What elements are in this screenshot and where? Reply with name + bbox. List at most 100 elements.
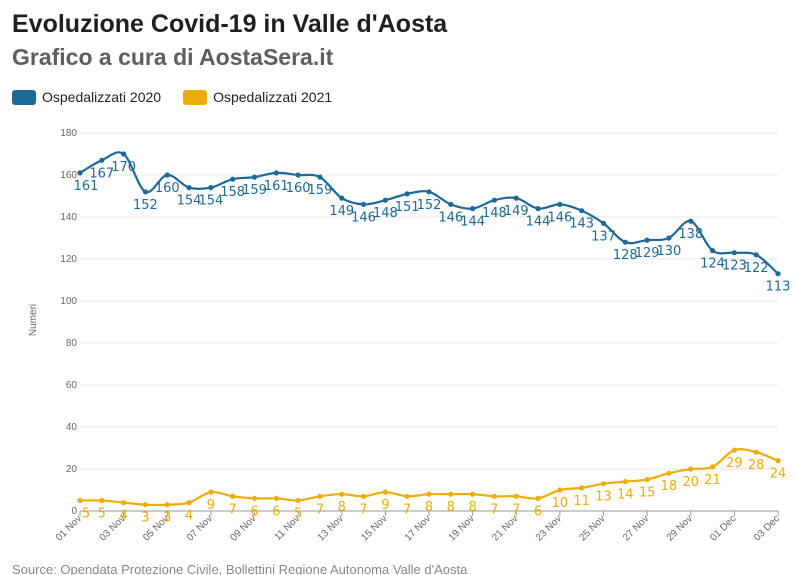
data-point (622, 239, 628, 245)
x-tick-label: 13 Nov (316, 513, 346, 543)
data-label: 28 (748, 458, 765, 473)
x-tick-label: 21 Nov (490, 513, 520, 543)
data-point (317, 493, 323, 499)
x-tick-label: 27 Nov (621, 513, 651, 543)
data-point (295, 172, 301, 178)
data-label: 160 (155, 181, 180, 196)
y-axis-label: Numeri (28, 304, 39, 336)
x-tick-label: 01 Nov (54, 513, 84, 543)
data-label: 130 (657, 244, 682, 259)
data-label: 21 (704, 473, 721, 488)
data-point (142, 502, 149, 508)
data-point (121, 151, 127, 157)
data-point (535, 206, 541, 212)
data-point (317, 174, 323, 180)
legend-label-2020: Ospedalizzati 2020 (42, 89, 162, 105)
data-label: 3 (141, 511, 149, 526)
data-label: 170 (111, 160, 136, 175)
data-label: 15 (639, 486, 656, 501)
data-point (273, 495, 279, 501)
data-label: 154 (177, 194, 202, 209)
data-point (230, 176, 236, 182)
x-tick-label: 17 Nov (403, 513, 433, 543)
data-label: 5 (294, 507, 302, 522)
data-label: 9 (381, 498, 389, 513)
y-tick-label: 160 (60, 170, 77, 181)
data-label: 159 (308, 183, 333, 198)
x-tick-label: 29 Nov (665, 513, 695, 543)
y-tick-label: 60 (66, 380, 78, 391)
data-label: 161 (74, 179, 99, 194)
data-label: 18 (661, 479, 678, 494)
data-label: 148 (373, 206, 398, 221)
data-label: 144 (526, 215, 551, 230)
data-point (186, 185, 192, 191)
data-label: 7 (316, 502, 324, 517)
data-label: 8 (338, 500, 346, 515)
data-point (513, 493, 519, 499)
data-point (426, 491, 432, 497)
data-label: 129 (635, 246, 660, 261)
y-tick-label: 20 (66, 464, 78, 475)
data-label: 146 (351, 210, 376, 225)
data-label: 7 (229, 502, 237, 517)
data-point (339, 195, 345, 201)
data-point (753, 449, 759, 455)
data-label: 146 (547, 210, 572, 225)
data-label: 149 (504, 204, 529, 219)
data-label: 137 (591, 229, 616, 244)
data-point (557, 201, 563, 207)
data-label: 8 (468, 500, 476, 515)
data-label: 7 (403, 502, 411, 517)
data-point (491, 197, 498, 203)
y-tick-label: 100 (60, 296, 77, 307)
data-point (535, 495, 541, 501)
data-point (579, 208, 585, 214)
data-label: 20 (682, 475, 699, 490)
y-tick-label: 180 (60, 128, 77, 139)
data-point (251, 174, 258, 180)
data-point (688, 218, 694, 224)
data-label: 122 (744, 261, 769, 276)
data-label: 160 (286, 181, 311, 196)
data-point (731, 447, 737, 453)
data-point (382, 489, 388, 495)
data-label: 8 (447, 500, 455, 515)
legend-item-2020[interactable]: Ospedalizzati 2020 (12, 89, 161, 105)
legend-label-2021: Ospedalizzati 2021 (213, 89, 333, 105)
x-tick-label: 01 Dec (708, 513, 738, 543)
data-label: 8 (425, 500, 433, 515)
data-label: 9 (207, 498, 215, 513)
y-tick-label: 120 (60, 254, 77, 265)
data-point (164, 172, 170, 178)
data-point (360, 493, 367, 499)
data-label: 3 (163, 511, 171, 526)
source-text: Source: Opendata Protezione Civile, Boll… (12, 562, 468, 575)
data-point (448, 201, 454, 207)
data-label: 123 (722, 259, 747, 274)
data-label: 11 (573, 494, 590, 509)
data-point (491, 493, 498, 499)
data-point (251, 495, 258, 501)
chart-subtitle: Grafico a cura di AostaSera.it (12, 44, 334, 70)
data-point (382, 197, 388, 203)
data-label: 128 (613, 248, 638, 263)
legend-item-2021[interactable]: Ospedalizzati 2021 (183, 89, 332, 105)
data-point (644, 237, 650, 243)
x-tick-label: 25 Nov (577, 513, 607, 543)
data-label: 6 (250, 504, 258, 519)
data-label: 4 (185, 509, 193, 524)
data-label: 7 (490, 502, 498, 517)
data-label: 124 (700, 257, 725, 272)
data-label: 5 (98, 507, 106, 522)
data-label: 151 (395, 200, 420, 215)
data-point (273, 170, 279, 176)
data-point (339, 491, 345, 497)
data-label: 6 (272, 504, 280, 519)
data-label: 143 (569, 217, 594, 232)
data-point (753, 252, 759, 258)
data-label: 167 (89, 166, 114, 181)
data-point (709, 248, 716, 254)
data-point (448, 491, 454, 497)
y-tick-label: 40 (66, 422, 78, 433)
